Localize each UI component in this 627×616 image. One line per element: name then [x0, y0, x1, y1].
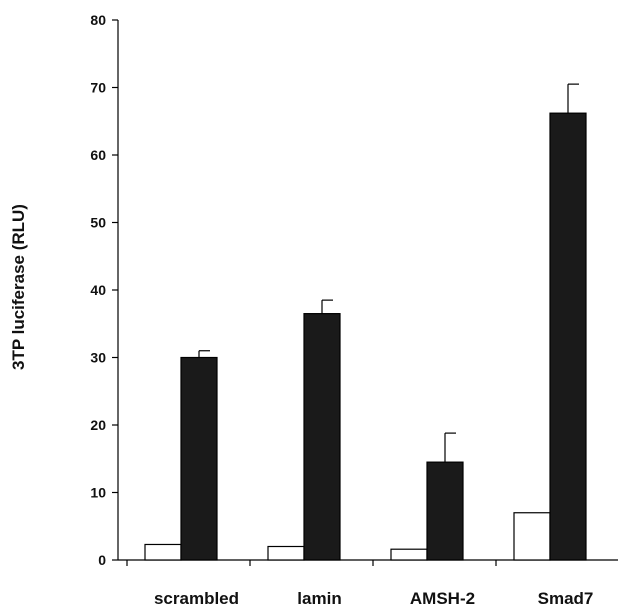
y-tick-label: 60: [90, 147, 106, 163]
y-tick-label: 70: [90, 80, 106, 96]
bar-control-1: [267, 545, 305, 561]
y-tick-label: 40: [90, 282, 106, 298]
x-category-label: scrambled: [154, 589, 239, 608]
y-tick-label: 0: [98, 552, 106, 568]
bar-treated-2: [426, 461, 464, 561]
bar-control-3: [513, 512, 551, 561]
labels: scrambled lamin AMSH-2 Smad7: [154, 589, 593, 608]
y-tick-label: 50: [90, 215, 106, 231]
x-category-label: Smad7: [538, 589, 594, 608]
x-category-label: AMSH-2: [410, 589, 475, 608]
bar-control-2: [390, 548, 428, 561]
x-category-label: lamin: [297, 589, 341, 608]
bars: [144, 83, 587, 561]
y-tick-label: 20: [90, 417, 106, 433]
bar-treated-0: [180, 356, 218, 561]
axes: 0 10 20 30 40 50 60 70 80: [90, 12, 618, 568]
y-tick-label: 80: [90, 12, 106, 28]
y-tick-label: 10: [90, 485, 106, 501]
bar-treated-3: [549, 112, 587, 561]
y-axis-title: 3TP luciferase (RLU): [9, 204, 28, 370]
bar-treated-1: [303, 313, 341, 561]
bar-control-0: [144, 543, 182, 561]
y-tick-label: 30: [90, 350, 106, 366]
